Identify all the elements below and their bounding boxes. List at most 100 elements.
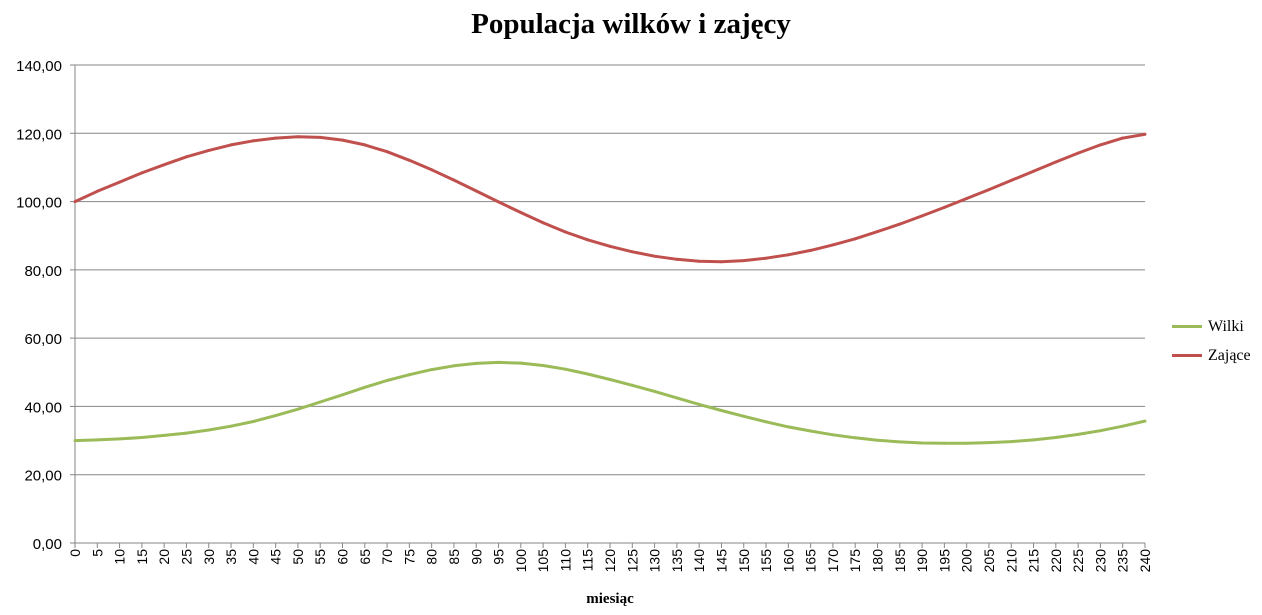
data-point — [1032, 169, 1035, 173]
x-tick-label: 235 — [1115, 549, 1131, 573]
data-point — [1054, 160, 1058, 164]
data-point — [831, 243, 835, 247]
y-tick-label: 120,00 — [16, 126, 62, 143]
data-point — [1098, 143, 1102, 147]
data-point — [608, 378, 612, 381]
x-tick-label: 90 — [468, 549, 484, 565]
series-line-wilki — [74, 360, 1146, 445]
data-point — [407, 158, 411, 162]
data-point — [185, 431, 188, 435]
x-tick-label: 240 — [1137, 549, 1153, 573]
x-tick-label: 75 — [401, 549, 417, 565]
data-point — [653, 254, 657, 258]
data-point — [1098, 429, 1102, 433]
x-tick-label: 30 — [201, 549, 217, 565]
data-point — [541, 364, 545, 367]
data-point — [140, 436, 144, 439]
series-lines — [73, 132, 1147, 445]
y-tick-label: 140,00 — [16, 58, 62, 75]
data-point — [563, 230, 567, 234]
data-point — [73, 200, 77, 204]
x-tick-label: 25 — [178, 549, 194, 565]
data-point — [853, 436, 857, 440]
data-point — [786, 253, 790, 257]
data-point — [118, 180, 122, 184]
data-point — [1121, 136, 1125, 140]
data-point — [407, 373, 411, 377]
data-point — [898, 440, 902, 444]
data-point — [363, 385, 367, 389]
data-point — [497, 360, 500, 364]
x-tick-label: 140 — [691, 549, 707, 573]
x-tick-label: 100 — [513, 549, 529, 573]
x-tick-label: 190 — [914, 549, 930, 573]
y-axis: 0,00 20,00 40,00 60,00 80,00 100,00 120,00 140,… — [16, 58, 75, 553]
x-tick-label: 200 — [959, 549, 975, 573]
data-point — [809, 429, 813, 433]
x-tick-label: 180 — [870, 549, 886, 573]
data-point — [1054, 436, 1058, 439]
x-tick-label: 125 — [624, 549, 640, 573]
data-point — [1076, 432, 1080, 436]
x-tick-label: 120 — [602, 549, 618, 573]
data-point — [474, 189, 478, 193]
x-tick-label: 145 — [713, 549, 729, 573]
data-point — [965, 197, 969, 200]
data-point — [898, 222, 902, 226]
x-tick-label: 130 — [647, 549, 663, 573]
data-point — [95, 438, 99, 442]
x-tick-label: 5 — [89, 549, 105, 557]
legend-swatch — [1172, 325, 1202, 328]
data-point — [1009, 440, 1013, 444]
data-point — [742, 414, 746, 418]
x-tick-label: 55 — [312, 549, 328, 565]
x-tick-label: 175 — [847, 549, 863, 573]
gridlines — [75, 64, 1145, 476]
data-point — [697, 402, 701, 406]
y-tick-label: 40,00 — [24, 399, 62, 416]
x-tick-label: 95 — [491, 549, 507, 565]
data-point — [452, 178, 456, 182]
legend-swatch — [1172, 354, 1202, 357]
data-point — [229, 143, 233, 147]
data-point — [385, 150, 389, 154]
data-point — [987, 188, 991, 192]
x-tick-label: 10 — [112, 549, 128, 565]
data-point — [185, 155, 188, 159]
data-point — [630, 250, 634, 254]
x-tick-label: 210 — [1003, 549, 1019, 573]
data-point — [764, 420, 768, 424]
data-point — [1121, 424, 1125, 428]
legend-label: Zające — [1208, 346, 1251, 364]
x-tick-label: 85 — [446, 549, 462, 565]
y-tick-label: 80,00 — [24, 263, 62, 280]
data-point — [1143, 132, 1147, 136]
data-point — [675, 396, 679, 400]
legend-item: Wilki — [1172, 312, 1251, 341]
data-point — [140, 171, 144, 175]
data-point — [162, 163, 166, 167]
data-point — [251, 420, 255, 423]
data-point — [920, 441, 924, 445]
x-axis: 0 5 10 15 20 25 30 35 40 45 50 55 60 65 70 75 80 85 90 95 10… — [67, 543, 1153, 572]
data-point — [987, 441, 991, 445]
x-tick-label: 220 — [1048, 549, 1064, 573]
data-point — [720, 409, 723, 412]
data-point — [207, 148, 211, 152]
data-point — [563, 367, 567, 371]
x-tick-label: 155 — [758, 549, 774, 573]
series-line-zające — [74, 132, 1146, 264]
data-point — [519, 361, 523, 365]
x-tick-label: 65 — [357, 549, 373, 565]
data-point — [95, 189, 99, 193]
data-point — [118, 437, 122, 441]
data-point — [519, 211, 523, 214]
y-tick-label: 0,00 — [33, 536, 62, 553]
legend: Wilki Zające — [1172, 312, 1251, 370]
x-tick-label: 60 — [335, 549, 351, 565]
data-point — [207, 428, 211, 432]
x-tick-label: 40 — [245, 549, 261, 565]
x-tick-label: 45 — [268, 549, 284, 565]
data-point — [920, 214, 924, 218]
